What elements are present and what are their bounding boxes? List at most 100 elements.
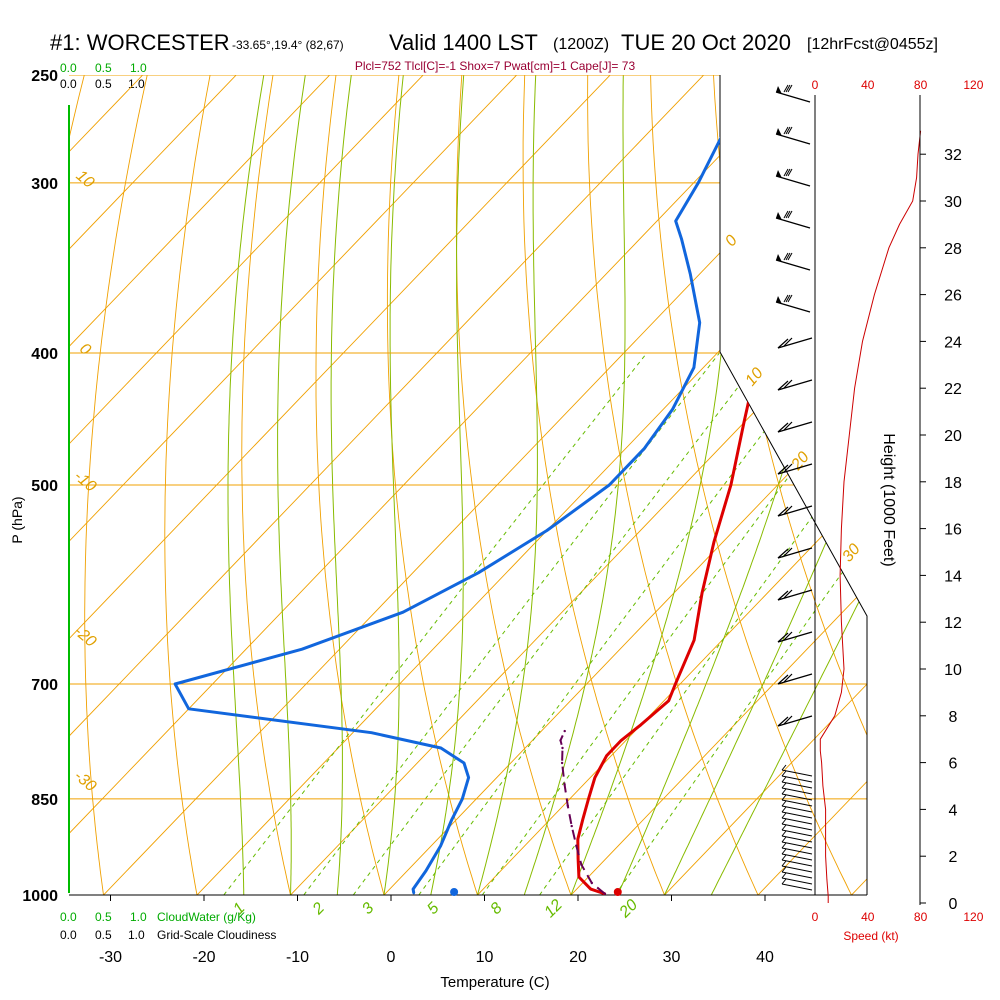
- title-forecast: [12hrFcst@0455z]: [807, 36, 938, 53]
- plot-boundary: [719, 75, 868, 895]
- y-tick-label: 1000: [22, 888, 58, 905]
- dewpoint-point: [187, 707, 190, 710]
- surface-temperature-marker: [613, 888, 622, 896]
- temperature-point: [790, 181, 793, 184]
- dry-adiabat-line: [888, 0, 1000, 895]
- height-tick-label: 24: [944, 334, 962, 351]
- x-tick-label: 20: [569, 949, 587, 966]
- dry-adiabat-line: [522, 75, 665, 895]
- wind-barb: [781, 812, 813, 825]
- moist-adiabat-line: [383, 75, 404, 895]
- temperature-points: [576, 108, 798, 895]
- dewpoint-point: [173, 682, 177, 686]
- wind-barb: [777, 547, 813, 559]
- isotherm-line: [636, 75, 867, 895]
- isotherm-line: [69, 75, 83, 895]
- dry-adiabat-line: [587, 75, 759, 895]
- cloud-bottom-green-0: 0.0: [60, 910, 77, 924]
- x-tick-label: -20: [192, 949, 215, 966]
- isotherms: [69, 75, 867, 895]
- parcel-point: [559, 739, 562, 742]
- height-tick-label: 8: [949, 709, 958, 726]
- isotherm-line: [729, 75, 867, 895]
- speed-tick-top: 120: [963, 78, 983, 92]
- dry-adiabat-line: [241, 75, 298, 895]
- temperature-series-line: [576, 109, 799, 895]
- temperature-point: [712, 540, 716, 543]
- mixing-ratio-line: [303, 352, 720, 895]
- dewpoint-point: [643, 447, 646, 450]
- mixing-ratio-label: 20: [616, 896, 641, 921]
- speed-tick-top: 0: [812, 78, 819, 92]
- moist-adiabat-line: [277, 75, 306, 895]
- wind-barb: [777, 715, 813, 727]
- wind-barb: [781, 776, 813, 789]
- dry-adiabat-line: [84, 75, 180, 895]
- wind-barb-panel: 0 40 80 120 0 40 80 120 Speed (kt): [775, 78, 984, 943]
- parcel-point: [566, 804, 569, 807]
- wind-barb: [781, 818, 813, 831]
- wind-speed-line: [819, 130, 922, 903]
- wind-barb: [781, 770, 813, 783]
- wind-barb: [781, 782, 813, 795]
- wind-barb: [775, 252, 811, 271]
- mixing-ratio-label: 12: [541, 896, 566, 921]
- wind-barb: [777, 673, 813, 685]
- speed-axis-bottom: 0 40 80 120: [812, 910, 984, 924]
- temperature-axis: -30 -20 -10 0 10 20 30 40: [99, 895, 774, 966]
- isotherm-line: [69, 75, 644, 895]
- moist-adiabat-line: [330, 75, 352, 895]
- speed-tick-top: 80: [914, 78, 928, 92]
- indices-line: Plcl=752 Tlcl[C]=-1 Shox=7 Pwat[cm]=1 Ca…: [355, 59, 636, 73]
- parcel-point: [561, 746, 564, 750]
- isotherm-line: [69, 75, 551, 895]
- moist-adiabats: [227, 75, 867, 895]
- wind-barb: [781, 806, 813, 819]
- speed-tick-bottom: 80: [914, 910, 928, 924]
- dewpoint-points: [173, 108, 738, 895]
- isotherm-line: [69, 75, 457, 895]
- moist-adiabat-label: 0: [722, 232, 741, 250]
- surface-dewpoint-marker: [450, 888, 459, 896]
- temperature-point: [593, 776, 597, 779]
- dewpoint-point: [671, 408, 674, 411]
- title-station: #1: WORCESTER: [50, 30, 230, 55]
- wind-barb: [781, 794, 813, 807]
- parcel-point: [603, 892, 607, 895]
- height-tick-label: 20: [944, 428, 962, 445]
- dewpoint-point: [717, 140, 720, 144]
- cloud-top-green-0: 0.0: [60, 61, 77, 75]
- wind-barb: [781, 764, 813, 777]
- dewpoint-point: [608, 483, 611, 487]
- title-zulu: (1200Z): [553, 36, 609, 53]
- cloudiness-label: Grid-Scale Cloudiness: [157, 928, 276, 942]
- wind-barb: [777, 421, 813, 433]
- isotherm-line: [69, 75, 867, 895]
- temperature-point: [589, 887, 592, 891]
- isotherm-line: [168, 75, 867, 895]
- dewpoint-point: [692, 366, 696, 369]
- height-tick-label: 14: [944, 568, 962, 585]
- cloud-top-black-2: 1.0: [128, 77, 145, 91]
- moist-adiabat-label: 10: [742, 365, 767, 390]
- x-tick-label: 30: [663, 949, 681, 966]
- dry-adiabat-label: 0: [76, 340, 94, 359]
- temperature-point: [667, 699, 670, 702]
- temperature-point: [577, 875, 581, 879]
- speed-tick-top: 40: [861, 78, 875, 92]
- temperature-point: [576, 838, 579, 841]
- dewpoint-point: [462, 761, 466, 765]
- mixing-ratio-line: [481, 352, 867, 895]
- height-tick-label: 28: [944, 241, 962, 258]
- dewpoint-point: [439, 844, 442, 847]
- mixing-ratio-line: [418, 352, 824, 895]
- dewpoint-point: [697, 181, 700, 184]
- moist-adiabat-line: [227, 75, 265, 895]
- wind-barb: [781, 854, 813, 867]
- parcel-point: [563, 783, 566, 786]
- isotherm-line: [542, 75, 867, 895]
- dewpoint-point: [680, 238, 683, 241]
- moist-adiabat-line: [523, 75, 626, 895]
